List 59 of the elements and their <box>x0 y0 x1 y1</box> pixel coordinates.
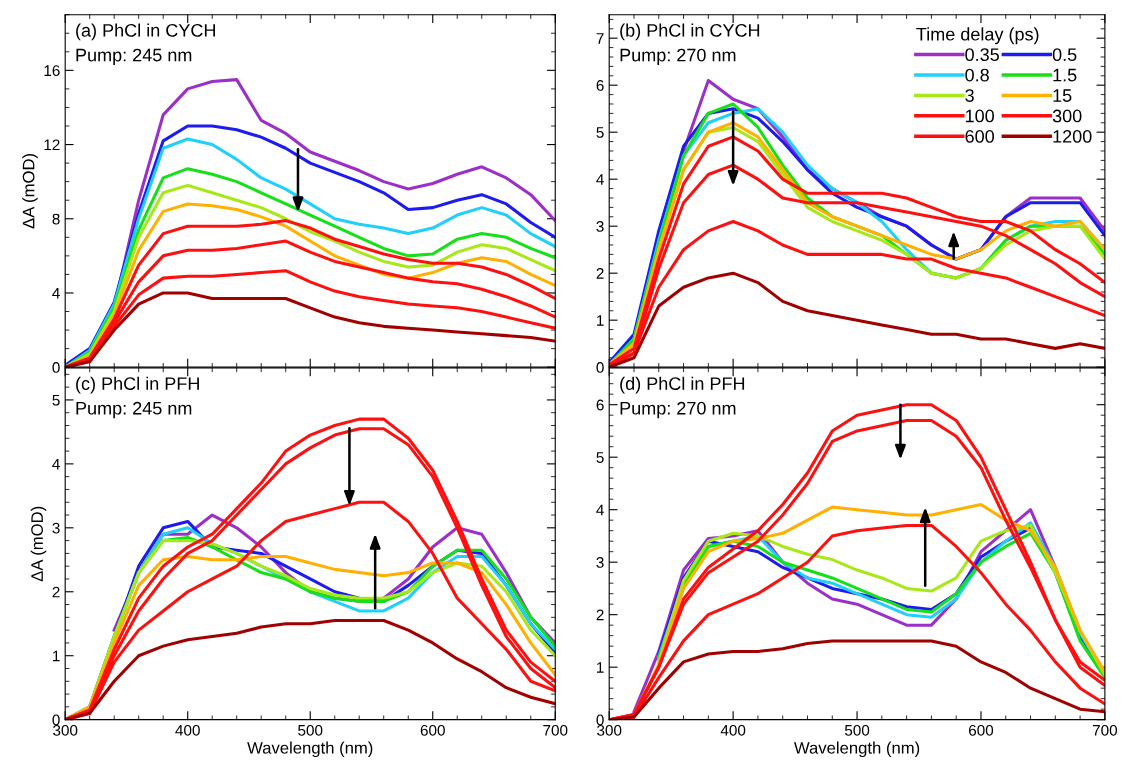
y-tick-label: 7 <box>596 33 604 44</box>
text: Pump: 270 nm <box>620 401 736 419</box>
x-tick-label: 500 <box>844 724 870 736</box>
chart-title: (a) PhCl in CYCH <box>76 23 215 41</box>
chart-title: (b) PhCl in CYCH <box>620 23 760 41</box>
legend-label: 600 <box>965 130 995 143</box>
y-tick-label: 4 <box>596 174 604 185</box>
y-axis-title: ΔA (mOD) <box>30 506 47 582</box>
y-tick-label: 0 <box>52 714 60 726</box>
y-tick-label: 8 <box>52 213 60 225</box>
x-axis-title: Wavelength (nm) <box>793 741 920 758</box>
legend-label: 3 <box>965 89 974 102</box>
text: Pump: 245 nm <box>76 48 192 65</box>
legend-label: 100 <box>965 109 995 123</box>
legend-label: 300 <box>1052 109 1082 123</box>
y-tick-label: 2 <box>596 609 604 621</box>
text: Pump: 270 nm <box>620 48 736 65</box>
legend-label: 0.35 <box>965 48 999 62</box>
legend-label: 15 <box>1053 89 1072 102</box>
legend-label: 0.5 <box>1052 48 1077 62</box>
y-tick-label: 1 <box>597 662 604 673</box>
x-axis-title: Wavelength (nm) <box>247 741 373 758</box>
y-tick-label: 3 <box>52 522 60 534</box>
legend-label: 1200 <box>1053 130 1092 143</box>
y-tick-label: 5 <box>596 452 604 463</box>
legend-title: Time delay (ps) <box>916 27 1039 45</box>
y-tick-label: 1 <box>597 315 604 326</box>
chart-title: (c) PhCl in PFH <box>76 376 199 394</box>
x-tick-label: 700 <box>1092 724 1118 736</box>
y-tick-label: 4 <box>52 287 60 299</box>
x-tick-label: 400 <box>720 724 746 736</box>
legend-label: 0.8 <box>965 68 989 82</box>
text: Pump: 245 nm <box>76 401 192 419</box>
y-tick-label: 3 <box>596 221 604 232</box>
x-tick-label: 600 <box>420 724 445 736</box>
y-tick-label: 2 <box>596 268 604 279</box>
y-tick-label: 2 <box>52 586 60 598</box>
y-tick-label: 6 <box>596 80 604 91</box>
chart-title: (d) PhCl in PFH <box>620 376 745 394</box>
y-tick-label: 5 <box>596 127 604 138</box>
x-tick-label: 700 <box>543 724 568 736</box>
x-tick-label: 600 <box>969 724 994 736</box>
y-tick-label: 4 <box>52 458 60 470</box>
legend-label: 1.5 <box>1053 68 1077 82</box>
x-tick-label: 500 <box>298 724 323 736</box>
y-tick-label: 4 <box>596 504 604 516</box>
y-tick-label: 0 <box>52 362 60 373</box>
x-tick-label: 300 <box>53 724 78 736</box>
y-tick-label: 0 <box>596 714 604 726</box>
x-tick-label: 400 <box>175 724 200 736</box>
y-tick-label: 12 <box>44 139 60 151</box>
y-tick-label: 1 <box>53 650 60 662</box>
y-tick-label: 0 <box>596 362 604 373</box>
y-tick-label: 5 <box>52 394 60 406</box>
y-tick-label: 3 <box>596 557 604 568</box>
x-tick-label: 300 <box>597 724 622 736</box>
y-tick-label: 6 <box>596 399 604 411</box>
y-axis-title: ΔA (mOD) <box>22 153 38 229</box>
y-tick-label: 16 <box>44 65 60 77</box>
